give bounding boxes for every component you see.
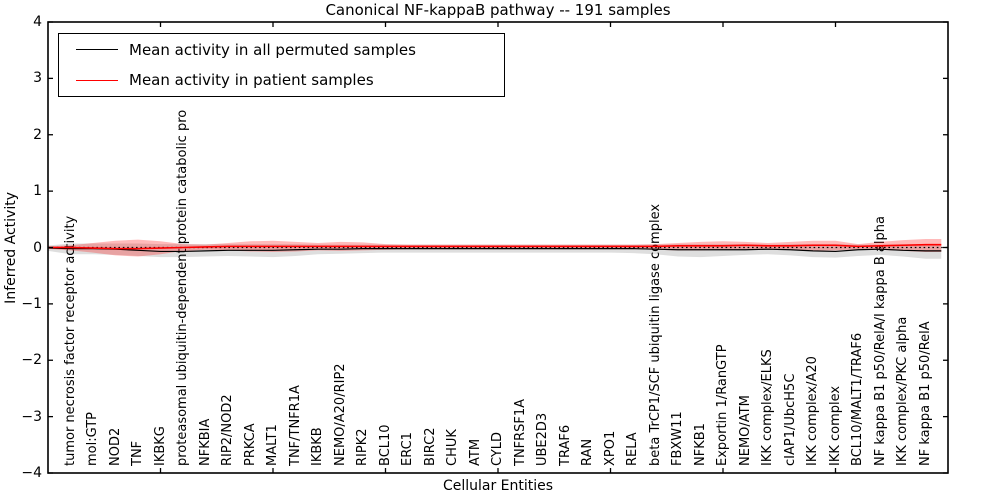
y-tick-label: 0 xyxy=(33,239,42,256)
y-tick-label: 2 xyxy=(33,126,42,143)
y-tick-label: −1 xyxy=(21,295,42,312)
legend-item-label: Mean activity in all permuted samples xyxy=(129,40,416,59)
legend-item: Mean activity in all permuted samples xyxy=(59,35,504,65)
legend-item-label: Mean activity in patient samples xyxy=(129,71,374,90)
y-tick-label: 3 xyxy=(33,70,42,87)
patient-mean-line xyxy=(48,243,942,250)
legend-line-sample xyxy=(76,49,118,51)
permuted-mean-line xyxy=(47,247,942,253)
legend-item: Mean activity in patient samples xyxy=(59,65,504,95)
y-tick-label: 1 xyxy=(33,183,42,200)
y-tick-label: −2 xyxy=(21,352,42,369)
x-axis-title: Cellular Entities xyxy=(442,478,554,494)
y-tick-label: 4 xyxy=(33,14,42,30)
patient-band xyxy=(48,239,942,257)
chart-title: Canonical NF-kappaB pathway -- 191 sampl… xyxy=(325,1,671,19)
y-tick-label: −4 xyxy=(21,465,42,481)
legend: Mean activity in all permuted samples Me… xyxy=(58,33,505,97)
y-tick-label: −3 xyxy=(21,408,42,425)
legend-line-sample xyxy=(76,79,118,81)
